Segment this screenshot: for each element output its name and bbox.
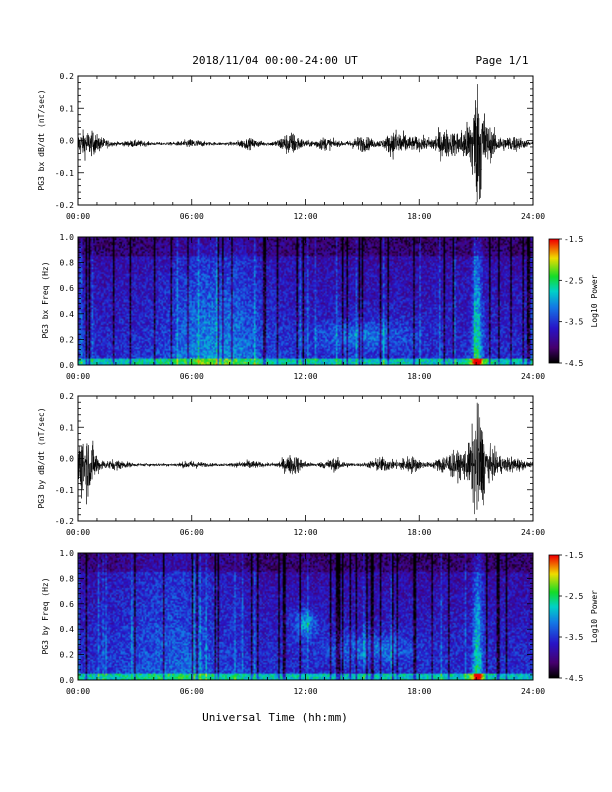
colorbar-tick-label: -2.5: [564, 276, 583, 285]
x-tick-label: 00:00: [66, 372, 90, 381]
waveform-line: [77, 84, 534, 203]
x-tick-label: 24:00: [521, 528, 545, 537]
by-dbdt-trace: [77, 402, 534, 515]
y-tick-label: 0.1: [60, 423, 75, 432]
x-tick-label: 00:00: [66, 212, 90, 221]
by-dbdt-ticks: 00:00 06:00 12:00 18:00 24:00 0.2 0.1 0.0 -0.1 -0…: [55, 392, 545, 537]
y-tick-label: 0.2: [60, 335, 75, 344]
colorbar-tick-label: -1.5: [564, 235, 583, 244]
by-dbdt-frame: [77, 395, 534, 522]
bx-dbdt-trace: [77, 84, 534, 203]
y-tick-label: 0.2: [60, 651, 75, 660]
bx-spectrogram-ticks: 00:00 06:00 12:00 18:00 24:00 1.0 0.8 0.6 0.4 0.2…: [60, 233, 546, 381]
y-tick-label: 0.4: [60, 310, 75, 319]
by-dbdt-panel: 00:00 06:00 12:00 18:00 24:00 0.2 0.1 0.0 -0.1 -0…: [37, 392, 545, 537]
x-axis-label: Universal Time (hh:mm): [202, 711, 348, 724]
colorbar-frame: [548, 554, 560, 679]
colorbar-label: Log10 Power: [590, 590, 599, 643]
colorbar-tick-label: -1.5: [564, 551, 583, 560]
x-tick-label: 18:00: [407, 687, 431, 696]
page-title: 2018/11/04 00:00-24:00 UT: [192, 54, 358, 67]
y-tick-label: 0.2: [60, 392, 75, 401]
x-tick-label: 00:00: [66, 528, 90, 537]
y-tick-label: 0.0: [60, 676, 75, 685]
x-tick-label: 18:00: [407, 212, 431, 221]
y-tick-label: 0.6: [60, 284, 75, 293]
colorbar-tick-label: -2.5: [564, 592, 583, 601]
x-tick-label: 18:00: [407, 372, 431, 381]
y-tick-label: -0.1: [55, 169, 74, 178]
by-spectrogram-ylabel: PG3 by Freq (Hz): [41, 577, 50, 654]
y-tick-label: 0.8: [60, 259, 75, 268]
x-tick-label: 12:00: [293, 372, 317, 381]
colorbar-label: Log10 Power: [590, 274, 599, 327]
by-spectrogram-ticks: 00:00 06:00 12:00 18:00 24:00 1.0 0.8 0.6 0.4 0.2…: [60, 549, 546, 696]
colorbar-tick-label: -3.5: [564, 318, 583, 327]
x-tick-label: 12:00: [293, 687, 317, 696]
bx-spectrogram-panel: 00:00 06:00 12:00 18:00 24:00 1.0 0.8 0.6 0.4 0.2…: [41, 233, 599, 381]
y-tick-label: 0.2: [60, 72, 75, 81]
x-tick-label: 18:00: [407, 528, 431, 537]
x-tick-label: 06:00: [180, 212, 204, 221]
colorbar-tick-label: -3.5: [564, 633, 583, 642]
colorbar-tick-label: -4.5: [564, 674, 583, 683]
x-tick-label: 06:00: [180, 687, 204, 696]
y-tick-label: 0.0: [60, 455, 75, 464]
colorbar-gradient: [549, 239, 559, 363]
bx-dbdt-ticks: 00:00 06:00 12:00 18:00 24:00 0.2 0.1 0.0 -0.1 -0…: [55, 72, 545, 221]
x-tick-label: 06:00: [180, 528, 204, 537]
y-tick-label: 1.0: [60, 233, 75, 242]
bx-dbdt-panel: 00:00 06:00 12:00 18:00 24:00 0.2 0.1 0.0 -0.1 -0…: [37, 72, 545, 221]
bx-spectrogram-ylabel: PG3 bx Freq (Hz): [41, 261, 50, 338]
by-spectrogram-image: [78, 553, 533, 680]
x-tick-label: 06:00: [180, 372, 204, 381]
colorbar-tick-label: -4.5: [564, 359, 583, 368]
y-tick-label: 0.4: [60, 625, 75, 634]
x-tick-label: 24:00: [521, 212, 545, 221]
waveform-line: [77, 402, 534, 515]
y-tick-label: 1.0: [60, 549, 75, 558]
y-tick-label: -0.1: [55, 486, 74, 495]
y-tick-label: 0.1: [60, 104, 75, 113]
x-tick-label: 24:00: [521, 687, 545, 696]
bx-dbdt-ylabel: PG3 bx dB/dt (nT/sec): [37, 89, 46, 190]
colorbar-gradient: [549, 555, 559, 678]
bx-spectrogram-image: [78, 237, 533, 365]
y-tick-label: 0.0: [60, 361, 75, 370]
y-tick-label: 0.0: [60, 137, 75, 146]
x-tick-label: 12:00: [293, 528, 317, 537]
by-dbdt-ylabel: PG3 by dB/dt (nT/sec): [37, 407, 46, 508]
y-tick-label: 0.6: [60, 600, 75, 609]
page-number: Page 1/1: [476, 54, 529, 67]
y-tick-label: 0.8: [60, 574, 75, 583]
y-tick-label: -0.2: [55, 201, 74, 210]
x-tick-label: 00:00: [66, 687, 90, 696]
colorbar-frame: [548, 238, 560, 364]
x-tick-label: 12:00: [293, 212, 317, 221]
y-tick-label: -0.2: [55, 517, 74, 526]
x-tick-label: 24:00: [521, 372, 545, 381]
by-spectrogram-panel: 00:00 06:00 12:00 18:00 24:00 1.0 0.8 0.6 0.4 0.2…: [41, 549, 599, 696]
